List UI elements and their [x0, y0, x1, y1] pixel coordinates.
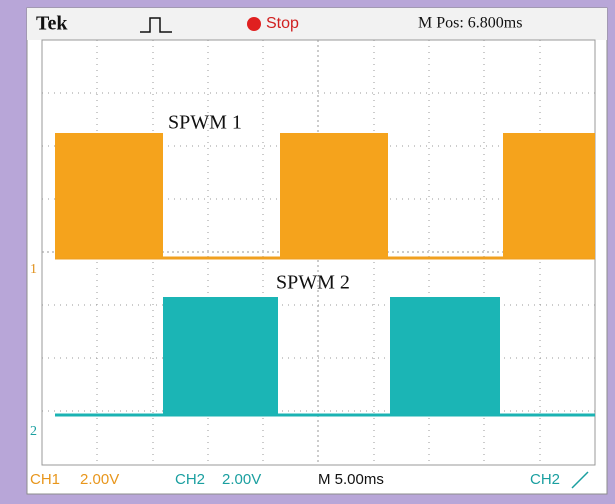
ch1-label: CH1 [30, 471, 60, 488]
position: M Pos: 6.800ms [418, 15, 522, 32]
status: Stop [266, 15, 299, 32]
trace-label: SPWM 2 [276, 272, 350, 294]
stop-icon [247, 17, 261, 31]
oscilloscope-screen: Tek Stop M Pos: 6.800ms SPWM 1 SPWM 2 1 … [0, 0, 615, 504]
trigger-source: CH2 [530, 471, 560, 488]
ch1-scale: 2.00V [80, 471, 119, 488]
channel-marker: 1 [30, 262, 37, 277]
brand: Tek [36, 13, 68, 35]
ch2-label: CH2 [175, 471, 205, 488]
trace-1 [55, 133, 595, 258]
channel-marker: 2 [30, 424, 37, 439]
page: Tek Stop M Pos: 6.800ms SPWM 1 SPWM 2 1 … [0, 0, 615, 504]
ch2-scale: 2.00V [222, 471, 261, 488]
trace-label: SPWM 1 [168, 112, 242, 134]
timebase: M 5.00ms [318, 471, 384, 488]
